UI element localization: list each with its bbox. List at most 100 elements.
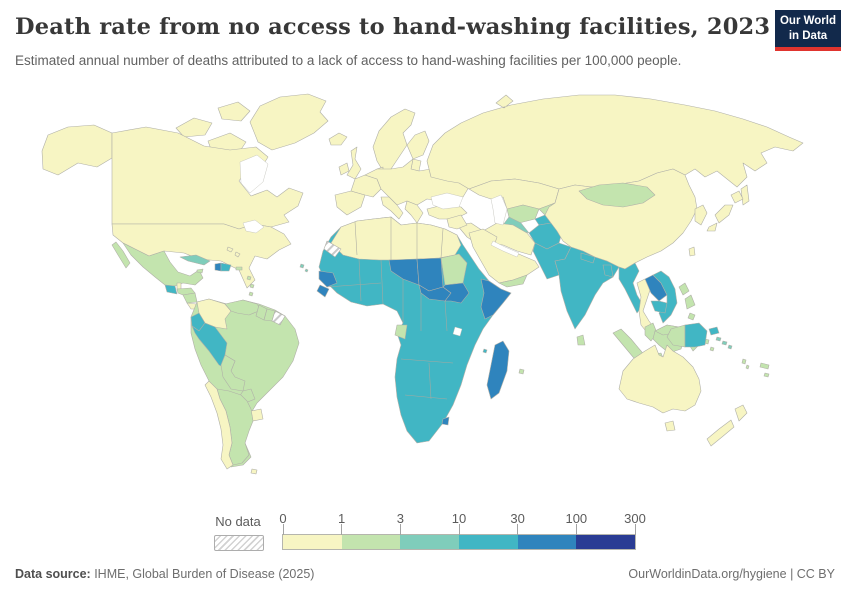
lake-black-sea [430, 192, 464, 210]
country-bahamas[interactable] [226, 246, 241, 258]
country-falkland-islands[interactable] [250, 468, 258, 475]
country-nepal[interactable] [580, 252, 596, 264]
country-saudi-arabia[interactable] [468, 228, 540, 284]
country-somalia[interactable] [480, 278, 512, 320]
country-balkans[interactable] [404, 200, 424, 224]
country-south-sudan[interactable] [442, 282, 470, 304]
country-scandinavia[interactable] [372, 108, 416, 172]
country-puerto-rico[interactable] [235, 266, 243, 271]
legend-tick [517, 524, 519, 535]
legend-tick-label: 30 [510, 511, 525, 526]
country-yemen[interactable] [498, 274, 528, 288]
data-source-value: IHME, Global Burden of Disease (2025) [90, 567, 315, 581]
country-belize[interactable] [176, 282, 182, 290]
legend-segment-30-100[interactable] [517, 535, 577, 549]
country-taiwan[interactable] [688, 246, 696, 257]
country-fiji[interactable] [763, 372, 770, 378]
country-madagascar[interactable] [486, 340, 510, 400]
country-myanmar[interactable] [618, 262, 644, 314]
country-comoros[interactable] [482, 348, 488, 354]
country-western-sahara[interactable] [323, 240, 342, 258]
country-korea[interactable] [694, 204, 708, 226]
legend-segment-1-3[interactable] [341, 535, 401, 549]
owid-logo[interactable]: Our World in Data [775, 10, 841, 51]
country-sudan[interactable] [440, 253, 468, 286]
legend-tick [341, 524, 343, 535]
legend-tick [634, 524, 636, 535]
country-solomon-islands[interactable] [715, 336, 733, 350]
country-bangladesh[interactable] [602, 264, 614, 278]
lake-great-lakes [242, 219, 265, 234]
country-vietnam[interactable] [652, 270, 678, 324]
country-bolivia[interactable] [220, 354, 246, 392]
country-vanuatu[interactable] [741, 358, 750, 370]
country-cuba[interactable] [179, 254, 211, 266]
legend-tick-label: 1 [338, 511, 346, 526]
data-source-note: Data source: IHME, Global Burden of Dise… [15, 567, 314, 581]
country-new-britain[interactable] [708, 326, 720, 336]
legend-tick-label: 100 [565, 511, 588, 526]
country-mexico[interactable] [111, 241, 204, 287]
legend-tick-label: 0 [279, 511, 287, 526]
page-title: Death rate from no access to hand-washin… [15, 14, 771, 40]
country-alaska[interactable] [41, 124, 113, 176]
legend-no-data-label: No data [215, 514, 261, 529]
legend-segment-10-30[interactable] [459, 535, 518, 549]
country-iberia[interactable] [334, 190, 366, 216]
country-jamaica[interactable] [196, 268, 204, 274]
country-guatemala[interactable] [164, 284, 178, 295]
legend-tick [399, 524, 401, 535]
legend-segment-0-1[interactable] [283, 535, 342, 549]
legend-tick-label: 3 [396, 511, 404, 526]
country-greenland[interactable] [249, 93, 329, 151]
lake-hudson-bay [239, 154, 269, 194]
data-source-label: Data source: [15, 567, 91, 581]
country-guinea[interactable] [318, 270, 338, 288]
chart-subtitle: Estimated annual number of deaths attrib… [15, 53, 682, 68]
country-venezuela[interactable] [224, 299, 262, 316]
country-sierra-leone[interactable] [316, 284, 330, 298]
country-sri-lanka[interactable] [576, 334, 586, 346]
country-lesser-antilles[interactable] [246, 275, 255, 297]
country-mauritius[interactable] [518, 368, 525, 375]
country-papua-new-guinea[interactable] [684, 322, 708, 348]
legend-tick-label: 300 [624, 511, 646, 526]
country-gabon[interactable] [394, 324, 408, 340]
country-iceland[interactable] [328, 132, 348, 146]
owid-logo-line2: in Data [788, 29, 828, 42]
country-ireland[interactable] [338, 162, 350, 176]
legend-tick [575, 524, 577, 535]
legend-tick [282, 524, 284, 535]
africa-internal-borders [326, 217, 454, 400]
legend-segment-100-300[interactable] [576, 535, 636, 549]
country-dominican-republic[interactable] [220, 262, 232, 272]
country-japan[interactable] [706, 190, 744, 232]
legend-no-data-swatch[interactable] [214, 535, 264, 551]
country-french-guiana[interactable] [271, 310, 286, 326]
country-united-kingdom[interactable] [346, 146, 362, 180]
country-lesotho[interactable] [441, 416, 450, 426]
country-levant[interactable] [446, 214, 468, 230]
country-cambodia[interactable] [650, 300, 668, 314]
country-finland[interactable] [406, 130, 430, 160]
country-cape-verde[interactable] [299, 263, 309, 273]
country-mongolia[interactable] [578, 182, 656, 208]
persian-gulf [490, 240, 520, 258]
lake-victoria [452, 326, 463, 337]
legend-tick [458, 524, 460, 535]
legend-tick-label: 10 [451, 511, 467, 526]
country-australia[interactable] [618, 344, 702, 432]
country-indonesia-papua[interactable] [666, 324, 686, 348]
lake-caspian-sea [490, 194, 508, 226]
country-nicaragua[interactable] [182, 292, 198, 304]
country-haiti[interactable] [214, 262, 222, 272]
owid-link[interactable]: OurWorldinData.org/hygiene | CC BY [628, 567, 835, 581]
country-new-caledonia[interactable] [759, 362, 770, 370]
legend-segment-3-10[interactable] [400, 535, 460, 549]
country-chile[interactable] [204, 380, 234, 470]
country-niger[interactable] [388, 258, 420, 286]
country-philippines[interactable] [678, 282, 696, 321]
country-new-zealand[interactable] [706, 404, 748, 447]
